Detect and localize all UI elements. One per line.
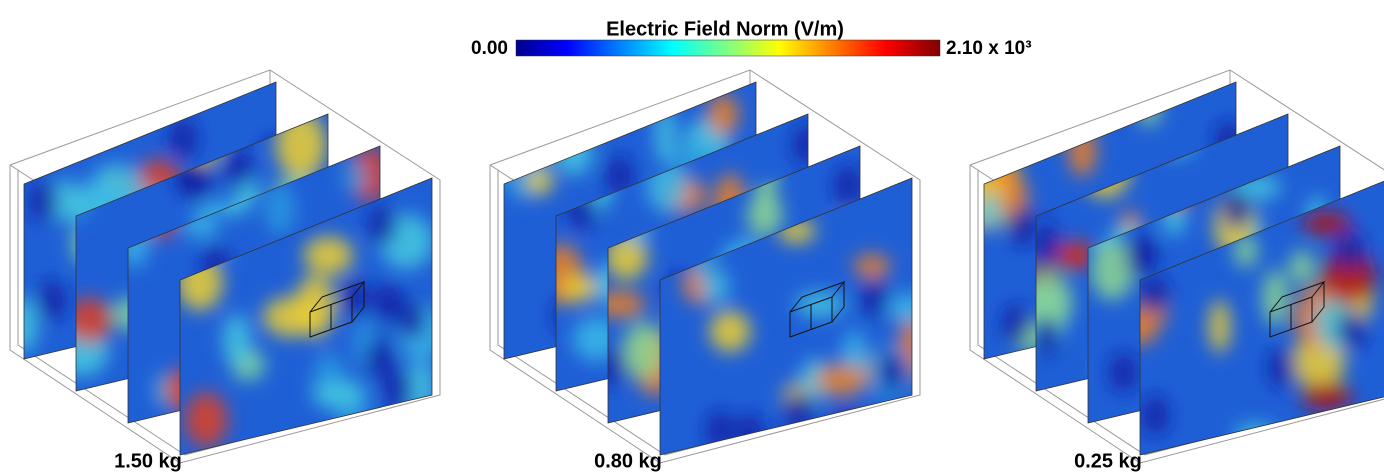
field-blob: [185, 392, 228, 447]
field-blob: [276, 111, 327, 179]
field-blob: [505, 107, 537, 140]
field-low: [861, 278, 889, 318]
colorbar-max-label: 2.10 x 10³: [946, 38, 1032, 59]
field-blob: [516, 121, 570, 147]
simulation-panel: 1.50 kg: [10, 70, 445, 472]
colorbar-min-label: 0.00: [471, 38, 508, 59]
field-blob: [622, 322, 664, 379]
panel-label: 0.80 kg: [594, 450, 662, 472]
field-low: [169, 119, 197, 159]
field-blob: [312, 382, 365, 408]
field-blob: [497, 97, 534, 157]
field-low: [398, 300, 426, 340]
field-low: [1269, 348, 1297, 388]
field-blob: [526, 168, 554, 194]
field-blob: [343, 163, 366, 192]
field-blob: [1068, 125, 1096, 176]
field-low: [1021, 92, 1049, 132]
simulation-panel: 0.80 kg: [490, 70, 930, 472]
field-blob: [1289, 250, 1315, 284]
field-blob: [223, 314, 251, 365]
field-low: [49, 103, 77, 143]
field-low: [30, 182, 58, 222]
field-low: [38, 281, 66, 321]
field-low: [1002, 304, 1030, 344]
colorbar-title: Electric Field Norm (V/m): [606, 18, 844, 40]
field-low: [1338, 311, 1366, 351]
field-blob: [854, 254, 891, 278]
field-blob: [1209, 300, 1230, 353]
field-low: [1009, 206, 1037, 246]
field-low: [793, 125, 821, 165]
field-low: [1141, 395, 1169, 435]
field-blob: [886, 293, 930, 321]
field-low: [1364, 414, 1384, 454]
colorbar: [516, 40, 940, 56]
field-blob: [304, 236, 354, 275]
field-low: [879, 351, 907, 391]
field-low: [366, 338, 394, 378]
field-blob: [1262, 270, 1288, 327]
field-low: [369, 205, 397, 245]
panel-label: 0.25 kg: [1074, 450, 1142, 472]
field-low: [1223, 190, 1251, 230]
panels: 1.50 kg 0.80 kg 0.25 kg: [10, 70, 1384, 472]
field-low: [1336, 229, 1364, 269]
field-blob: [815, 364, 866, 396]
field-low: [1109, 352, 1137, 392]
field-low: [1140, 274, 1168, 314]
field-blob: [795, 292, 845, 317]
field-low: [1129, 235, 1157, 275]
field-low: [373, 282, 401, 322]
field-low: [785, 391, 813, 431]
field-blob: [709, 310, 750, 352]
panel-label: 1.50 kg: [114, 450, 182, 472]
simulation-panel: 0.25 kg: [963, 70, 1384, 472]
figure: Electric Field Norm (V/m) 0.00 2.10 x 10…: [0, 0, 1384, 473]
field-blob: [701, 269, 730, 304]
field-blob: [561, 274, 597, 302]
field-blob: [1138, 97, 1161, 126]
